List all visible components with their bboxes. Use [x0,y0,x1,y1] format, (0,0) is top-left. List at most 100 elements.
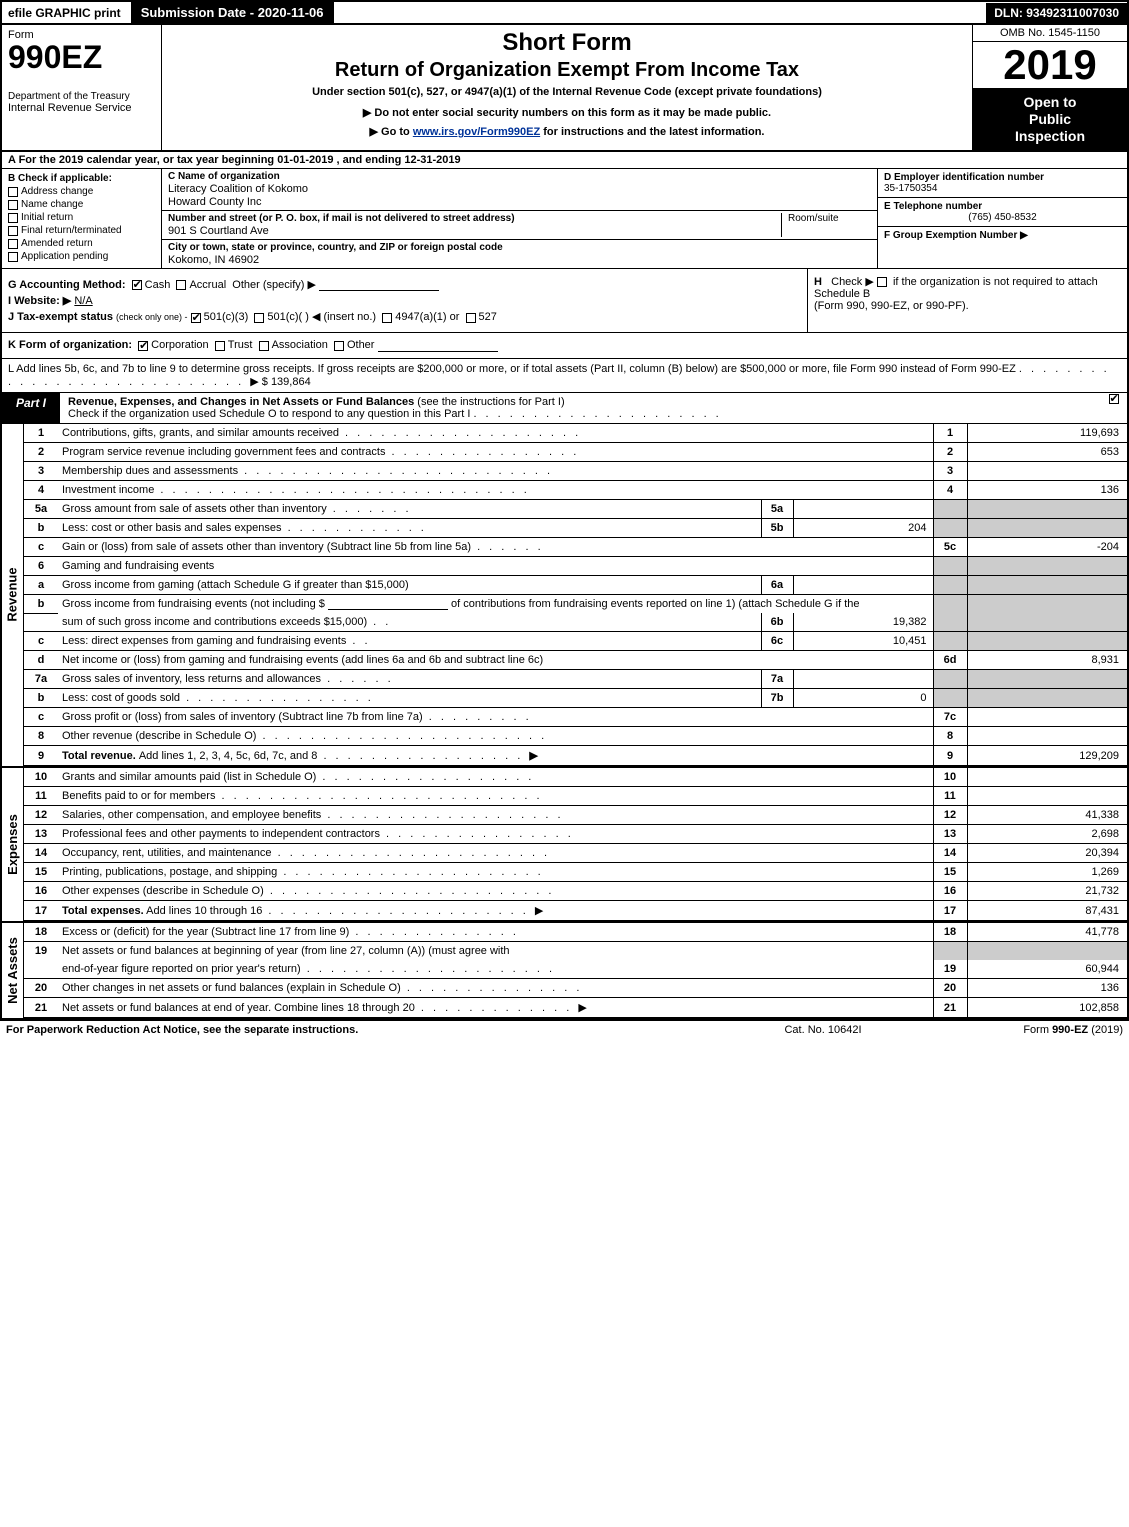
section-d: D Employer identification number 35-1750… [878,169,1127,198]
chk-name-change[interactable]: Name change [8,199,155,210]
row-a-taxyear: A For the 2019 calendar year, or tax yea… [0,152,1129,169]
section-g: G Accounting Method: Cash Accrual Other … [8,278,801,291]
header-right: OMB No. 1545-1150 2019 Open to Public In… [972,25,1127,150]
revenue-section: Revenue 1 Contributions, gifts, grants, … [0,424,1129,767]
chk-amended-return[interactable]: Amended return [8,238,155,249]
line-16: 16 Other expenses (describe in Schedule … [24,882,1127,901]
open-line2: Public [977,111,1123,128]
line-6b: sum of such gross income and contributio… [24,613,1127,632]
paperwork-notice: For Paperwork Reduction Act Notice, see … [6,1024,723,1036]
section-def: D Employer identification number 35-1750… [877,169,1127,268]
dots: . . . . . . . . . . . . . . . . . . . . … [473,408,721,420]
line-17: 17 Total expenses. Add lines 10 through … [24,901,1127,921]
chk-application-pending[interactable]: Application pending [8,251,155,262]
cat-number: Cat. No. 10642I [723,1024,923,1036]
section-f: F Group Exemption Number ▶ [878,227,1127,244]
org-name-1: Literacy Coalition of Kokomo [168,183,871,195]
chk-trust[interactable] [215,341,225,351]
address-cell: Number and street (or P. O. box, if mail… [162,211,877,240]
chk-501c[interactable] [254,313,264,323]
expenses-table: 10 Grants and similar amounts paid (list… [24,768,1127,921]
ein-value: 35-1750354 [884,183,1121,194]
chk-cash[interactable] [132,280,142,290]
line-5a: 5a Gross amount from sale of assets othe… [24,499,1127,518]
chk-association[interactable] [259,341,269,351]
line-14: 14 Occupancy, rent, utilities, and maint… [24,844,1127,863]
line-19: end-of-year figure reported on prior yea… [24,960,1127,979]
netassets-table: 18 Excess or (deficit) for the year (Sub… [24,923,1127,1018]
form-footer: Form 990-EZ (2019) [923,1024,1123,1036]
j-label: J Tax-exempt status [8,311,113,323]
website-value: N/A [74,295,92,307]
line-12: 12 Salaries, other compensation, and emp… [24,806,1127,825]
h-text1: Check ▶ [831,276,874,288]
section-i: I Website: ▶ N/A [8,294,801,307]
netassets-section: Net Assets 18 Excess or (deficit) for th… [0,921,1129,1020]
goto-link[interactable]: www.irs.gov/Form990EZ [413,126,540,138]
part1-checkbox[interactable] [1103,393,1127,423]
line-18: 18 Excess or (deficit) for the year (Sub… [24,923,1127,942]
group-exemption-label: F Group Exemption Number ▶ [884,230,1028,241]
website-label: I Website: ▶ [8,295,71,307]
efile-label[interactable]: efile GRAPHIC print [2,4,127,22]
chk-501c3[interactable] [191,313,201,323]
goto-pre: ▶ Go to [370,126,413,138]
chk-corporation[interactable] [138,341,148,351]
city-value: Kokomo, IN 46902 [168,254,871,266]
section-j: J Tax-exempt status (check only one) - 5… [8,310,801,323]
line-4: 4 Investment income . . . . . . . . . . … [24,480,1127,499]
part1-header: Part I Revenue, Expenses, and Changes in… [0,393,1129,424]
section-e: E Telephone number (765) 450-8532 [878,198,1127,227]
j-sub: (check only one) - [116,312,188,322]
org-name-cell: C Name of organization Literacy Coalitio… [162,169,877,211]
org-name-label: C Name of organization [168,171,871,182]
section-b: B Check if applicable: Address change Na… [2,169,162,268]
info-block: B Check if applicable: Address change Na… [0,169,1129,269]
chk-schedule-b[interactable] [877,277,887,287]
department-label: Department of the Treasury [8,91,155,102]
open-line1: Open to [977,94,1123,111]
room-suite-label: Room/suite [781,213,871,237]
line-7a: 7a Gross sales of inventory, less return… [24,670,1127,689]
org-name-2: Howard County Inc [168,196,871,208]
netassets-sidelabel: Net Assets [2,923,24,1018]
part1-check-line: Check if the organization used Schedule … [68,408,470,420]
line-9: 9 Total revenue. Add lines 1, 2, 3, 4, 5… [24,746,1127,766]
line-15: 15 Printing, publications, postage, and … [24,863,1127,882]
goto-post: for instructions and the latest informat… [540,126,764,138]
line-11: 11 Benefits paid to or for members . . .… [24,787,1127,806]
chk-accrual[interactable] [176,280,186,290]
do-not-enter: ▶ Do not enter social security numbers o… [170,106,964,119]
line-3: 3 Membership dues and assessments . . . … [24,461,1127,480]
city-label: City or town, state or province, country… [168,242,871,253]
part1-title-sub: (see the instructions for Part I) [417,396,564,408]
return-title: Return of Organization Exempt From Incom… [170,59,964,82]
other-org-input[interactable] [378,340,498,352]
chk-4947[interactable] [382,313,392,323]
other-specify-input[interactable] [319,279,439,291]
chk-initial-return[interactable]: Initial return [8,212,155,223]
top-bar: efile GRAPHIC print Submission Date - 20… [0,0,1129,25]
line-13: 13 Professional fees and other payments … [24,825,1127,844]
tax-year: 2019 [973,42,1127,88]
l-text: L Add lines 5b, 6c, and 7b to line 9 to … [8,363,1016,375]
city-cell: City or town, state or province, country… [162,240,877,268]
revenue-sidelabel: Revenue [2,424,24,767]
ein-label: D Employer identification number [884,172,1121,183]
form-number: 990EZ [8,41,155,73]
line-8: 8 Other revenue (describe in Schedule O)… [24,727,1127,746]
contrib-amount-input[interactable] [328,598,448,610]
chk-address-change[interactable]: Address change [8,186,155,197]
line-10: 10 Grants and similar amounts paid (list… [24,768,1127,787]
chk-final-return[interactable]: Final return/terminated [8,225,155,236]
line-21: 21 Net assets or fund balances at end of… [24,998,1127,1018]
line-2: 2 Program service revenue including gove… [24,442,1127,461]
chk-527[interactable] [466,313,476,323]
g-label: G Accounting Method: [8,279,126,291]
address-value: 901 S Courtland Ave [168,225,781,237]
section-c: C Name of organization Literacy Coalitio… [162,169,877,268]
line-19-text: 19 Net assets or fund balances at beginn… [24,942,1127,961]
chk-other-org[interactable] [334,341,344,351]
k-label: K Form of organization: [8,339,132,351]
line-5c: c Gain or (loss) from sale of assets oth… [24,537,1127,556]
